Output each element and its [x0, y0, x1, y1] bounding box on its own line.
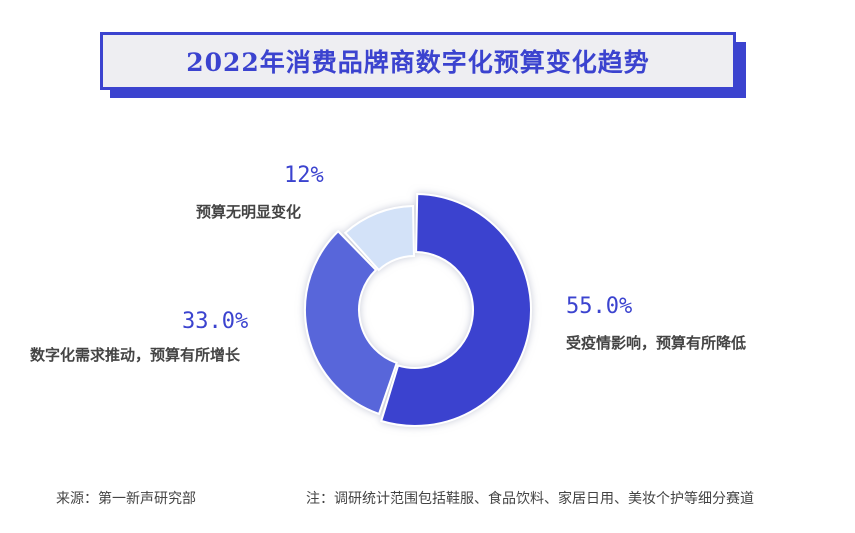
donut-slice-increase — [304, 229, 398, 416]
donut-slice-decrease — [380, 193, 532, 427]
slice-value-increase: 33.0% — [182, 309, 249, 334]
title-box: 2022年消费品牌商数字化预算变化趋势 — [100, 32, 736, 90]
slice-label-nochange: 预算无明显变化 — [196, 203, 302, 221]
scope-note: 注：调研统计范围包括鞋服、食品饮料、家居日用、美妆个护等细分赛道 — [306, 491, 754, 507]
source-note: 来源：第一新声研究部 — [56, 491, 196, 507]
slice-label-decrease: 受疫情影响，预算有所降低 — [566, 334, 747, 352]
donut-slice-nochange — [343, 204, 415, 272]
slice-value-decrease: 55.0% — [566, 294, 633, 319]
slice-label-increase: 数字化需求推动，预算有所增长 — [30, 346, 241, 364]
chart-title: 2022年消费品牌商数字化预算变化趋势 — [186, 48, 650, 77]
slice-value-nochange: 12% — [284, 163, 324, 188]
